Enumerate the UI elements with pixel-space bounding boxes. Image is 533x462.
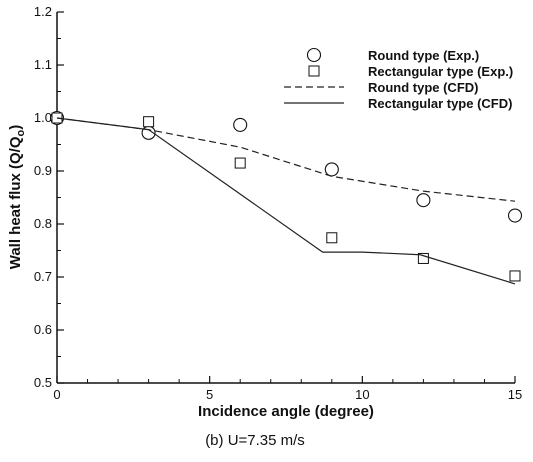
x-tick-label: 5 bbox=[206, 387, 213, 402]
round-type-exp-point bbox=[416, 193, 431, 208]
y-tick-label: 0.6 bbox=[34, 322, 52, 337]
y-tick-label: 0.8 bbox=[34, 216, 52, 231]
round-type-exp-point bbox=[507, 208, 523, 223]
round-type-exp-point bbox=[324, 162, 339, 177]
rectangular-type-cfd-legend-label: Rectangular type (CFD) bbox=[368, 96, 512, 111]
round-type-exp-point bbox=[233, 117, 248, 132]
y-axis-title: Wall heat flux (Q/Qo) bbox=[7, 125, 27, 270]
y-axis-title-main: Wall heat flux (Q/Q bbox=[7, 136, 24, 269]
rectangular-type-exp-legend-marker bbox=[308, 65, 320, 77]
round-type-exp-legend-label: Round type (Exp.) bbox=[368, 48, 479, 63]
rectangular-type-exp-point bbox=[143, 116, 155, 128]
x-axis-title: Incidence angle (degree) bbox=[198, 403, 374, 420]
figure-caption: (b) U=7.35 m/s bbox=[205, 432, 305, 449]
y-axis-title-subscript: o bbox=[15, 129, 27, 136]
y-tick-label: 0.5 bbox=[34, 375, 52, 390]
rectangular-type-cfd-line bbox=[56, 117, 516, 285]
rectangular-type-exp-point bbox=[509, 270, 521, 282]
rectangular-type-exp-point bbox=[326, 232, 338, 244]
y-tick-label: 1.1 bbox=[34, 57, 52, 72]
round-type-cfd-line bbox=[56, 117, 516, 202]
data-series bbox=[49, 110, 523, 285]
y-tick-label: 0.9 bbox=[34, 163, 52, 178]
x-tick-label: 15 bbox=[508, 387, 522, 402]
rectangular-type-exp-point bbox=[234, 157, 246, 169]
rectangular-type-exp-legend-label: Rectangular type (Exp.) bbox=[368, 64, 513, 79]
round-type-cfd-legend-label: Round type (CFD) bbox=[368, 80, 478, 95]
round-type-exp-legend-marker bbox=[306, 47, 322, 63]
x-tick-label: 0 bbox=[53, 387, 60, 402]
y-tick-label: 0.7 bbox=[34, 269, 52, 284]
axis-ticks: 0 5 10 15 0.5 0.6 0.7 0.8 0.9 1.0 1.1 1.2 bbox=[34, 4, 522, 402]
rectangular-type-exp-point bbox=[417, 252, 429, 264]
legend: Round type (Exp.)Rectangular type (Exp.)… bbox=[284, 47, 513, 111]
y-tick-label: 1.2 bbox=[34, 4, 52, 19]
y-axis-title-close: ) bbox=[7, 125, 24, 130]
x-tick-label: 10 bbox=[355, 387, 369, 402]
y-tick-label: 1.0 bbox=[34, 110, 52, 125]
